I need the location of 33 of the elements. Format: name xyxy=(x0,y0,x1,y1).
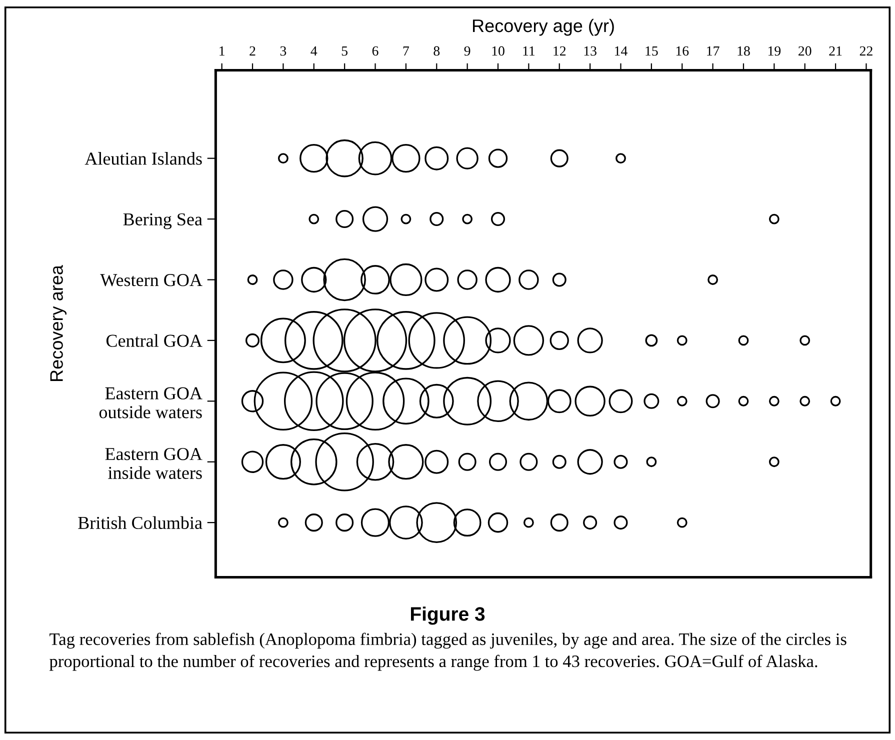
x-tick-label: 18 xyxy=(738,46,750,56)
x-axis-title: Recovery age (yr) xyxy=(473,18,614,36)
x-tick-label: 9 xyxy=(464,46,470,56)
x-tick-label: 13 xyxy=(584,46,596,56)
text: Figure 3 xyxy=(410,606,485,625)
x-tick-label: 11 xyxy=(523,46,535,56)
x-tick-label: 6 xyxy=(372,46,378,56)
x-tick-label: 19 xyxy=(768,46,781,56)
y-tick-label: Bering Sea xyxy=(123,213,202,230)
x-tick-label: 10 xyxy=(492,46,504,56)
x-tick-label: 8 xyxy=(434,46,440,56)
x-tick-label: 3 xyxy=(280,46,286,56)
x-tick-label: 17 xyxy=(707,46,720,56)
x-tick-label: 7 xyxy=(403,46,410,56)
x-tick-label: 2 xyxy=(250,46,256,56)
y-tick-label: Eastern GOA inside waters xyxy=(105,448,202,479)
x-tick-label: 20 xyxy=(798,46,812,56)
x-tick-label: 1 xyxy=(220,46,224,56)
x-tick-label: 21 xyxy=(829,46,842,56)
x-tick-label: 14 xyxy=(615,46,628,56)
x-tick-label: 15 xyxy=(646,46,658,56)
y-axis-title: Recovery area xyxy=(50,265,66,381)
y-tick-label: Eastern GOA outside waters xyxy=(99,387,202,418)
y-tick-label: Western GOA xyxy=(100,274,202,286)
x-tick-label: 4 xyxy=(310,46,318,56)
x-tick-label: 16 xyxy=(676,46,689,56)
y-tick-label: Central GOA xyxy=(106,334,202,347)
x-tick-label: 12 xyxy=(554,46,566,56)
x-tick-label: 5 xyxy=(342,46,348,56)
text: Tag recoveries from sablefish (Anoplopoma fimbria) tagged as juveniles, by age and area. The size of the circles is proportional to the number of recoveries and represents a range from 1 to 43 recoveries. GOA=Gulf of Alaska. xyxy=(50,632,846,671)
y-tick-label: Aleutian Islands xyxy=(84,152,202,165)
x-tick-label: 22 xyxy=(860,46,872,56)
y-tick-label: British Columbia xyxy=(78,516,202,530)
